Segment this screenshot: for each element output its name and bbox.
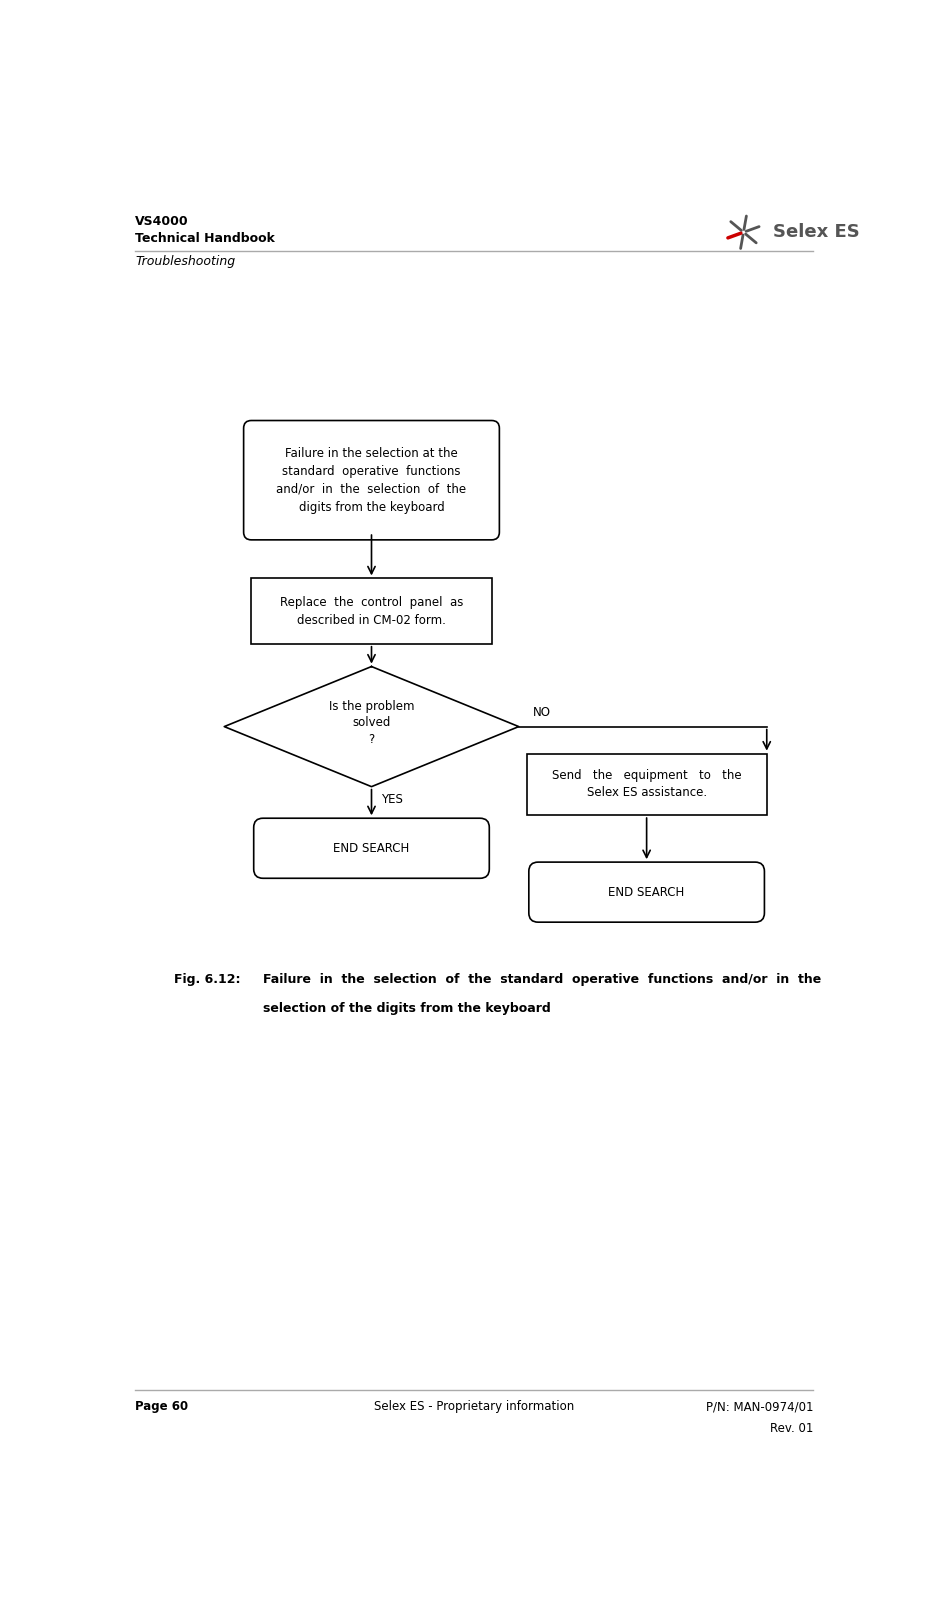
Text: VS4000: VS4000: [135, 214, 189, 227]
FancyBboxPatch shape: [254, 819, 489, 879]
Text: Selex ES - Proprietary information: Selex ES - Proprietary information: [374, 1401, 575, 1414]
Text: Selex ES: Selex ES: [773, 224, 859, 242]
FancyBboxPatch shape: [529, 862, 765, 922]
Text: Failure  in  the  selection  of  the  standard  operative  functions  and/or  in: Failure in the selection of the standard…: [263, 973, 821, 986]
Text: selection of the digits from the keyboard: selection of the digits from the keyboar…: [263, 1002, 551, 1015]
Bar: [251, 579, 492, 644]
Bar: [527, 754, 767, 815]
Text: Troubleshooting: Troubleshooting: [135, 256, 235, 269]
Text: Page 60: Page 60: [135, 1401, 188, 1414]
Text: Technical Handbook: Technical Handbook: [135, 232, 275, 245]
Text: YES: YES: [381, 793, 403, 806]
Text: Rev. 01: Rev. 01: [770, 1422, 813, 1435]
Text: Send   the   equipment   to   the
Selex ES assistance.: Send the equipment to the Selex ES assis…: [552, 770, 742, 799]
Text: END SEARCH: END SEARCH: [333, 841, 409, 854]
Text: Replace  the  control  panel  as
described in CM-02 form.: Replace the control panel as described i…: [280, 595, 463, 627]
Text: NO: NO: [532, 705, 551, 718]
Text: Fig. 6.12:: Fig. 6.12:: [174, 973, 241, 986]
Text: END SEARCH: END SEARCH: [608, 885, 684, 898]
Text: P/N: MAN-0974/01: P/N: MAN-0974/01: [706, 1401, 813, 1414]
Text: Failure in the selection at the
standard  operative  functions
and/or  in  the  : Failure in the selection at the standard…: [277, 447, 467, 514]
Text: Is the problem
solved
?: Is the problem solved ?: [329, 700, 414, 746]
FancyBboxPatch shape: [244, 420, 499, 540]
